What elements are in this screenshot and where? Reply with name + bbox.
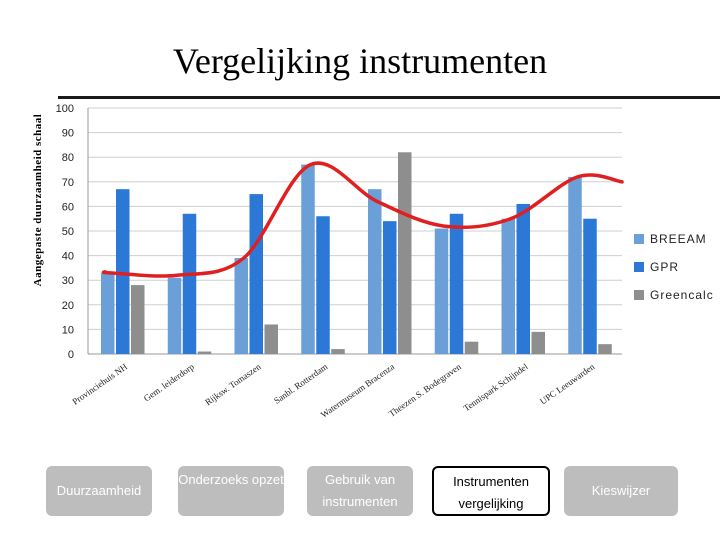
y-tick-label: 100 (56, 103, 74, 115)
bar-greencalc-2 (264, 324, 278, 354)
x-tick-label: Sanbl. Rotterdam (272, 361, 329, 405)
slide-title: Vergelijking instrumenten (172, 41, 548, 81)
legend-swatch-gpr (634, 262, 644, 272)
y-tick-label: 10 (62, 324, 74, 336)
legend-label-breeam: BREEAM (650, 232, 707, 246)
bar-breeam-3 (301, 164, 315, 354)
x-tick-label: Rijksw. Tomaszen (203, 361, 263, 407)
bar-greencalc-7 (598, 344, 612, 354)
legend-item-gpr: GPR (634, 260, 679, 274)
x-tick-label: UPC Leeuwarden (538, 361, 597, 406)
x-tick-label: Watermuseum Bracenza (319, 361, 396, 419)
y-tick-label: 80 (62, 152, 74, 164)
bar-greencalc-1 (197, 351, 212, 354)
bar-breeam-5 (434, 228, 449, 354)
bar-breeam-6 (501, 218, 515, 354)
trend-line (101, 161, 624, 278)
bar-gpr-2 (249, 194, 263, 354)
bar-greencalc-0 (131, 285, 145, 354)
legend-label-gpr: GPR (650, 260, 680, 274)
y-tick-label: 0 (68, 349, 74, 361)
bar-breeam-4 (368, 189, 382, 354)
bar-breeam-0 (101, 272, 115, 354)
legend-label-greencalc: Greencalc (650, 288, 714, 302)
nav-button-gebruik-van-instrumenten[interactable]: Gebruik van instrumenten (307, 466, 413, 516)
bar-gpr-0 (116, 189, 130, 354)
x-tick-label: Provinciehuis NH (70, 361, 129, 407)
x-tick-label: Tennispark Schijndel (462, 361, 530, 413)
bar-gpr-5 (449, 213, 464, 354)
nav-button-duurzaamheid[interactable]: Duurzaamheid (46, 466, 152, 516)
y-tick-label: 50 (62, 226, 74, 238)
bar-breeam-2 (234, 258, 248, 354)
y-tick-label: 40 (62, 251, 74, 263)
bar-chart: 0 10 20 30 40 50 60 70 80 90 100 Provinciehuis NH Ge… (56, 103, 624, 420)
legend-swatch-greencalc (634, 290, 644, 300)
legend-swatch-breeam (634, 234, 644, 244)
bar-breeam-7 (568, 176, 582, 354)
bar-greencalc-5 (464, 341, 479, 354)
legend-item-breeam: BREEAM (634, 232, 707, 246)
nav-button-onderzoeks-opzet[interactable]: Onderzoeks opzet (178, 466, 284, 516)
bar-greencalc-3 (331, 349, 345, 354)
bar-gpr-7 (583, 218, 597, 354)
nav-button-kieswijzer[interactable]: Kieswijzer (564, 466, 678, 516)
bar-greencalc-6 (531, 331, 545, 354)
bar-gpr-3 (316, 216, 330, 354)
y-tick-label: 70 (62, 177, 74, 189)
x-tick-label: Gem. leiderdorp (142, 361, 196, 403)
bar-breeam-1 (167, 277, 182, 354)
y-tick-label: 20 (62, 300, 74, 312)
title-divider (58, 96, 720, 99)
x-tick-label: Theezen S. Bodegraven (387, 361, 463, 419)
bar-gpr-4 (383, 221, 397, 354)
bar-gpr-6 (516, 203, 530, 354)
y-tick-label: 30 (62, 275, 74, 287)
bar-gpr-1 (182, 213, 197, 354)
bar-greencalc-4 (398, 152, 412, 354)
y-tick-label: 60 (62, 201, 74, 213)
y-tick-label: 90 (62, 128, 74, 140)
legend-item-greencalc: Greencalc (634, 288, 714, 302)
nav-button-instrumenten-vergelijking[interactable]: Instrumenten vergelijking (432, 466, 550, 516)
